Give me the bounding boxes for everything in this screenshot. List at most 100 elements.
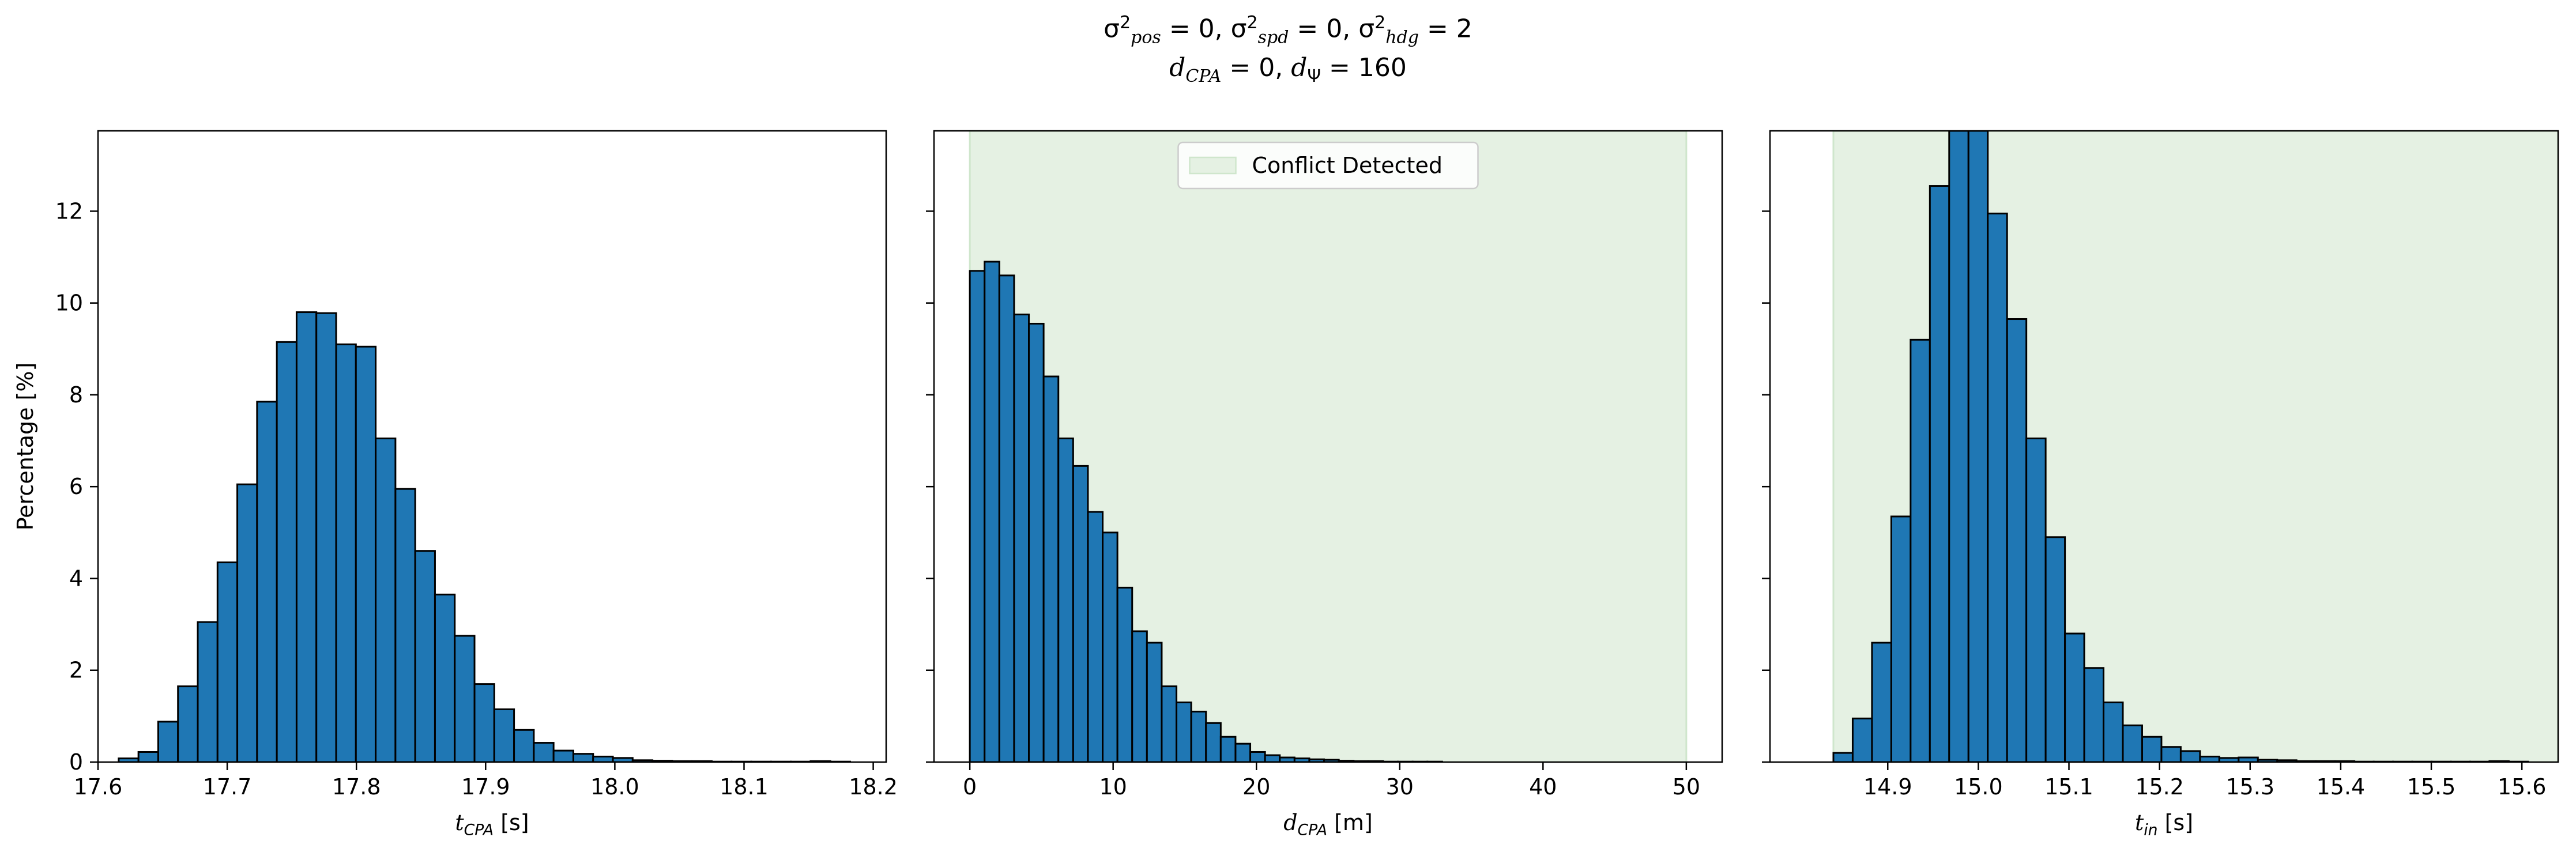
x-axis-label: dCPA [m]	[1283, 810, 1373, 839]
histogram-bar	[256, 401, 278, 762]
histogram-bar	[2179, 750, 2201, 762]
y-tick-label: 6	[69, 474, 83, 499]
histogram-bar	[315, 312, 337, 762]
y-axis-label: Percentage [%]	[13, 363, 38, 531]
histogram-bar	[394, 488, 416, 762]
histogram-bar	[2083, 667, 2105, 762]
histogram-bar	[513, 729, 535, 762]
x-tick-label: 30	[1386, 774, 1414, 800]
histogram-bar	[1161, 685, 1178, 762]
histogram-bar	[1116, 586, 1133, 762]
histogram-bar	[1028, 322, 1045, 762]
x-tick-label: 17.6	[74, 774, 123, 800]
histogram-bar	[998, 274, 1015, 762]
histogram-bar	[2122, 724, 2143, 762]
x-tick-label: 18.0	[590, 774, 639, 800]
histogram-bar	[1871, 642, 1892, 762]
x-tick-label: 17.8	[332, 774, 381, 800]
plot-area	[969, 131, 1688, 762]
histogram-bar	[1176, 701, 1192, 762]
histogram-bar	[177, 685, 199, 762]
x-tick-label: 15.3	[2225, 774, 2274, 800]
x-tick-label: 50	[1673, 774, 1700, 800]
histogram-bar	[552, 749, 574, 762]
legend-label: Conflict Detected	[1252, 153, 1443, 178]
histogram-bar	[493, 708, 515, 762]
x-tick-label: 40	[1529, 774, 1557, 800]
histogram-bar	[969, 270, 986, 762]
x-tick-label: 15.1	[2044, 774, 2093, 800]
histogram-bar	[454, 635, 476, 762]
histogram-bar	[434, 593, 456, 762]
legend: Conflict Detected	[1177, 141, 1479, 190]
histogram-bar	[1967, 131, 1989, 762]
histogram-bar	[473, 683, 495, 762]
legend-box	[1177, 141, 1479, 190]
histogram-bar	[276, 341, 297, 762]
histogram-bar	[1234, 742, 1252, 762]
plot-area	[1832, 131, 2558, 762]
x-tick-label: 10	[1099, 774, 1127, 800]
histogram-bar	[1249, 751, 1266, 762]
x-tick-label: 15.0	[1954, 774, 2003, 800]
figure-title-line-2: dCPA = 0, dΨ = 160	[1169, 53, 1407, 86]
histogram-bar	[1948, 131, 1969, 762]
histogram-bar	[572, 753, 594, 762]
histogram-bar	[1131, 630, 1148, 762]
histogram-bar	[1146, 642, 1163, 762]
histogram-bar	[295, 311, 318, 762]
histogram-bar	[2025, 438, 2047, 762]
histogram-bar	[1205, 722, 1222, 762]
histogram-bar	[1190, 710, 1207, 762]
histogram-bar	[335, 343, 357, 762]
x-tick-label: 17.7	[203, 774, 252, 800]
y-tick-label: 8	[69, 382, 83, 408]
panel-d-cpa: 0 10 20 30 40 50 dCPA [m] Conflict Detected	[926, 130, 1723, 839]
x-tick-label: 18.2	[849, 774, 898, 800]
histogram-bar	[1832, 752, 1854, 762]
x-tick-label: 14.9	[1863, 774, 1912, 800]
histogram-bar	[2044, 536, 2066, 762]
x-tick-label: 0	[963, 774, 977, 800]
histogram-bar	[2141, 736, 2163, 762]
y-tick-label: 10	[55, 291, 83, 316]
histogram-bar	[533, 742, 555, 762]
histogram-bar	[1072, 465, 1089, 762]
histogram-bar	[2103, 701, 2124, 762]
histogram-bar	[236, 483, 258, 762]
x-tick-label: 15.2	[2135, 774, 2184, 800]
x-axis-label: tCPA [s]	[455, 810, 529, 839]
panel-t-in: 14.9 15.0 15.1 15.2 15.3 15.4 15.5 15.6 tin [s]	[1762, 130, 2559, 839]
histogram-bar	[1102, 531, 1118, 762]
axes-frame	[1769, 130, 2559, 763]
histogram-bar	[2160, 746, 2182, 762]
histogram-bar	[1987, 212, 2008, 762]
histogram-bar	[1890, 515, 1912, 762]
histogram-bar	[2064, 632, 2085, 762]
legend-swatch	[1189, 156, 1237, 175]
histogram-bar	[375, 438, 397, 762]
y-tick-label: 2	[69, 658, 83, 683]
histogram-bar	[216, 561, 239, 762]
x-axis-label: tin [s]	[2135, 810, 2193, 839]
x-tick-label: 15.6	[2498, 774, 2547, 800]
plot-area	[118, 311, 851, 762]
x-tick-label: 20	[1242, 774, 1270, 800]
histogram-bar	[1851, 717, 1873, 762]
histogram-bar	[2199, 755, 2220, 762]
histogram-bar	[1219, 736, 1237, 762]
axes-frame	[97, 130, 887, 763]
histogram-bar	[197, 621, 219, 762]
histogram-bar	[1264, 754, 1281, 762]
x-tick-label: 18.1	[720, 774, 769, 800]
x-tick-label: 17.9	[461, 774, 510, 800]
histogram-bar	[414, 550, 436, 762]
histogram-bar	[1087, 511, 1104, 762]
figure-title-line-1: σ2pos = 0, σ2spd = 0, σ2hdg = 2	[1104, 13, 1472, 48]
histogram-bar	[1910, 338, 1931, 762]
histogram-bar	[2006, 318, 2028, 762]
y-tick-label: 4	[69, 566, 83, 591]
x-tick-label: 15.4	[2317, 774, 2366, 800]
histogram-bar	[137, 751, 159, 762]
